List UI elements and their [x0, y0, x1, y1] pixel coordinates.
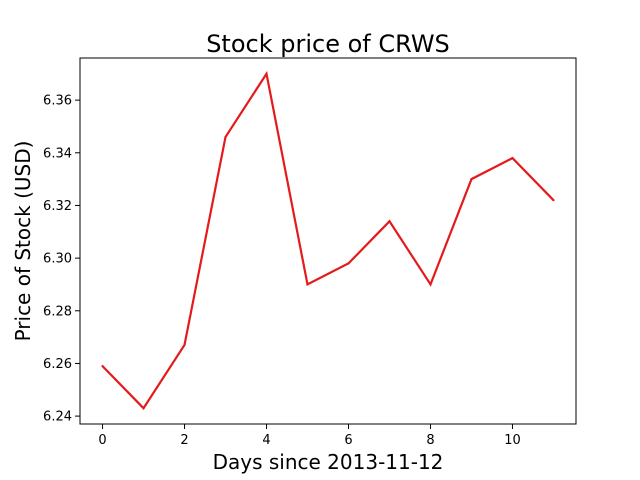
y-tick-label: 6.28 [43, 304, 72, 319]
y-tick-label: 6.26 [43, 357, 72, 372]
data-point [224, 135, 227, 139]
x-tick-label: 2 [180, 433, 188, 448]
x-tick-label: 4 [262, 433, 270, 448]
series-layer [101, 70, 555, 410]
data-point [142, 407, 145, 410]
y-tick-label: 6.36 [43, 94, 72, 109]
data-point [347, 262, 350, 265]
y-axis: 6.24 6.26 6.28 6.30 6.32 6.34 6.36 [43, 94, 80, 425]
x-tick-label: 8 [426, 433, 434, 448]
y-axis-label: Price of Stock (USD) [11, 141, 35, 342]
data-point [183, 343, 186, 347]
y-tick-label: 6.24 [43, 410, 72, 425]
data-point [552, 199, 555, 202]
x-tick-label: 10 [504, 433, 521, 448]
plot-area [79, 57, 577, 425]
data-point [470, 178, 473, 181]
y-tick-label: 6.32 [43, 199, 72, 214]
data-point [101, 364, 104, 368]
x-tick-label: 6 [344, 433, 352, 448]
data-point [388, 220, 391, 223]
y-tick-label: 6.30 [43, 252, 72, 267]
data-point [429, 283, 432, 286]
data-point [511, 156, 514, 160]
chart-title: Stock price of CRWS [206, 30, 450, 58]
series-line [101, 70, 555, 410]
data-point [306, 283, 309, 286]
x-tick-label: 0 [98, 433, 106, 448]
x-axis-label: Days since 2013-11-12 [213, 450, 444, 474]
x-axis: 0 2 4 6 8 10 [98, 424, 521, 448]
data-point [265, 72, 268, 75]
y-tick-label: 6.34 [43, 146, 72, 161]
